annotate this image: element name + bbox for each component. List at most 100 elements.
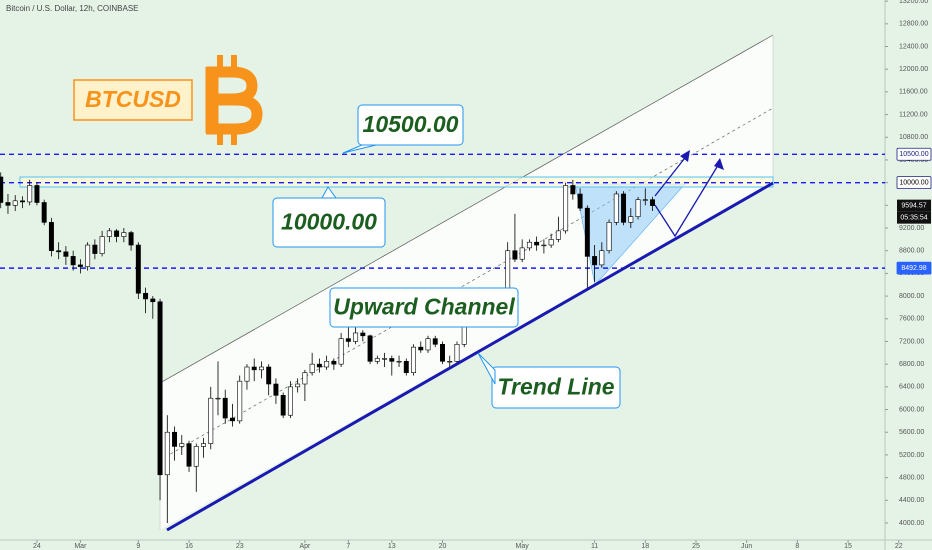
candle-body (150, 298, 156, 303)
candle-body (650, 199, 655, 206)
candle-body (63, 251, 69, 257)
callout-text: Upward Channel (333, 294, 515, 320)
candle-body (367, 335, 373, 362)
candle-body (512, 250, 518, 260)
countdown: 05:35:54 (900, 214, 927, 221)
candle-body (642, 199, 648, 201)
y-tick-label: 13200.00 (899, 0, 928, 5)
candle-body (563, 185, 569, 232)
y-tick-label: 4400.00 (899, 497, 924, 504)
last-price-box (897, 199, 931, 212)
x-tick-label: 7 (346, 543, 350, 550)
candle-body (338, 338, 344, 365)
x-tick-label: 11 (591, 543, 598, 550)
candle-body (258, 366, 264, 371)
candle-body (577, 193, 583, 209)
candle-body (34, 185, 40, 203)
x-tick-label: 20 (439, 543, 447, 550)
candle-body (411, 346, 417, 373)
candle-body (613, 193, 619, 223)
candle-body (555, 230, 561, 240)
y-tick-label: 6400.00 (899, 384, 924, 391)
candle-body (324, 361, 330, 368)
callout-text: Trend Line (497, 374, 614, 400)
candle-body (215, 397, 221, 400)
candle-body (143, 292, 149, 300)
x-tick-label: Apr (299, 543, 311, 550)
projection-arrow (654, 153, 689, 197)
y-tick-label: 5200.00 (899, 452, 924, 459)
candle-body (77, 264, 83, 267)
candle-body (128, 232, 134, 246)
y-tick-label: 11200.00 (899, 111, 928, 118)
candle-body (541, 244, 547, 247)
candle-body (70, 256, 76, 266)
candle-body (5, 202, 11, 206)
candle-body (287, 386, 293, 416)
candle-body (27, 185, 33, 203)
candle-body (19, 200, 25, 203)
candle-body (48, 222, 54, 252)
y-tick-label: 10800.00 (899, 134, 928, 141)
candle-body (425, 338, 431, 351)
candle-body (432, 338, 438, 345)
candle-body (295, 383, 301, 388)
candle-body (0, 176, 4, 203)
y-tick-label: 8000.00 (899, 293, 924, 300)
candle-body (157, 301, 163, 476)
candle-body (164, 431, 170, 476)
y-tick-label: 7600.00 (899, 316, 924, 323)
y-tick-label: 6800.00 (899, 361, 924, 368)
channel-upper (159, 34, 774, 384)
y-tick-label: 9200.00 (899, 225, 924, 232)
channel-fill (160, 35, 773, 530)
candle-body (309, 363, 315, 373)
callout-box (357, 104, 464, 146)
callout-text: 10500.00 (363, 111, 459, 137)
candle-body (251, 366, 257, 371)
candle-body (418, 346, 424, 351)
x-tick-label: 18 (641, 543, 649, 550)
level-label: 8492.98 (901, 265, 926, 272)
trend-line (166, 181, 774, 532)
candle-body (374, 358, 380, 362)
candle-body (222, 397, 228, 419)
candle-body (548, 239, 554, 246)
candle-body (331, 361, 337, 365)
x-tick-label: 9 (136, 543, 140, 550)
x-tick-label: 13 (388, 543, 396, 550)
candle-body (534, 241, 540, 246)
x-tick-label: 15 (844, 543, 852, 550)
candle-body (280, 395, 286, 416)
x-tick-label: 25 (692, 543, 700, 550)
candle-body (360, 332, 366, 337)
y-tick-label: 4000.00 (899, 520, 924, 527)
callout-box (491, 366, 621, 409)
candle-body (92, 244, 98, 254)
callout-box (329, 287, 519, 328)
candle-body (186, 443, 192, 467)
y-tick-label: 6000.00 (899, 406, 924, 413)
candle-body (230, 417, 235, 422)
candle-body (302, 372, 308, 385)
candle-body (85, 244, 91, 267)
candle-body (606, 222, 612, 252)
candle-body (382, 358, 388, 360)
x-tick-label: Mar (74, 543, 87, 550)
callout-pointer (342, 144, 377, 154)
candle-body (599, 250, 605, 266)
y-tick-label: 5600.00 (899, 429, 924, 436)
candle-body (440, 344, 445, 362)
candle-body (621, 193, 627, 223)
y-tick-label: 4800.00 (899, 474, 924, 481)
x-tick-label: Jun (741, 543, 752, 550)
candle-body (353, 332, 359, 342)
level-label-box (896, 147, 932, 161)
last-price-label: 9594.57 (901, 202, 926, 209)
candle-body (244, 366, 250, 382)
candle-body (172, 431, 178, 447)
x-tick-label: 16 (185, 543, 193, 550)
symbol-badge-box (73, 79, 193, 121)
candle-body (237, 380, 243, 422)
candle-body (193, 446, 199, 467)
